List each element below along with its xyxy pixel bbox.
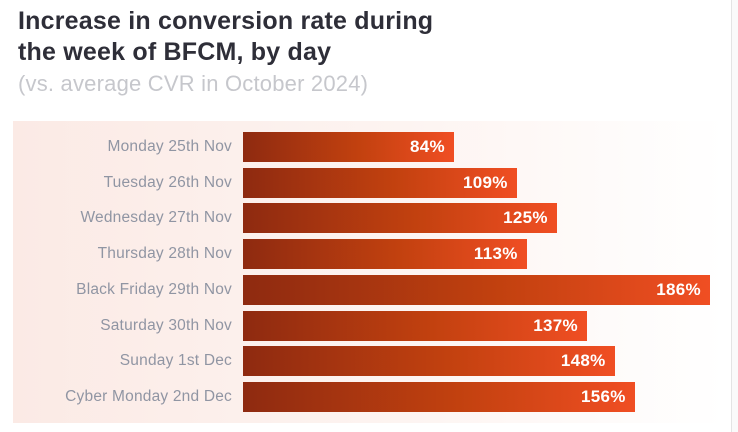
category-label: Cyber Monday 2nd Dec [65,387,232,405]
bar: 148% [243,346,615,377]
chart-title-line1: Increase in conversion rate during [18,7,434,35]
chart-row: Sunday 1st Dec 148% [13,346,725,377]
bar: 84% [243,132,454,162]
chart-title-line2: the week of BFCM, by day [18,38,332,66]
bar-value-label: 125% [503,208,548,228]
bar-track: 148% [243,346,725,377]
chart-header: Increase in conversion rate during the w… [18,6,718,97]
category-label: Sunday 1st Dec [119,352,232,370]
bar: 186% [243,274,710,305]
bar-track: 186% [243,274,725,305]
bar-value-label: 148% [560,351,606,371]
chart-row: Thursday 28th Nov 113% [13,239,725,270]
bar-chart: Monday 25th Nov 84% Tuesday 26th Nov 109… [13,121,725,423]
chart-row: Cyber Monday 2nd Dec 156% [13,381,725,412]
bar-track: 109% [243,167,725,198]
chart-row: Tuesday 26th Nov 109% [13,167,725,198]
bar-value-label: 137% [533,315,578,335]
bar: 137% [243,310,587,341]
category-label: Saturday 30th Nov [100,316,232,334]
bar-value-label: 186% [656,279,701,299]
category-label: Tuesday 26th Nov [103,173,232,191]
chart-row: Monday 25th Nov 84% [13,132,725,162]
page-edge-strip [731,0,738,432]
chart-row: Saturday 30th Nov 137% [13,310,725,341]
chart-subtitle: (vs. average CVR in October 2024) [18,71,369,96]
chart-title: Increase in conversion rate during the w… [18,6,718,68]
bar-track: 84% [243,132,725,162]
bar: 109% [243,167,517,198]
category-label: Thursday 28th Nov [97,245,232,263]
bar-track: 113% [243,239,725,270]
category-label: Wednesday 27th Nov [80,209,232,227]
bar-value-label: 156% [580,386,626,406]
bar-value-label: 113% [473,244,518,264]
bar-value-label: 109% [462,172,508,192]
bar: 113% [243,239,527,270]
category-label: Monday 25th Nov [107,138,232,155]
bar-value-label: 84% [409,137,445,156]
category-label: Black Friday 29th Nov [76,280,232,298]
bar: 156% [243,381,635,412]
chart-row: Wednesday 27th Nov 125% [13,203,725,234]
bar-track: 137% [243,310,725,341]
bar-track: 125% [243,203,725,234]
bar: 125% [243,203,557,234]
bar-track: 156% [243,381,725,412]
chart-row: Black Friday 29th Nov 186% [13,274,725,305]
